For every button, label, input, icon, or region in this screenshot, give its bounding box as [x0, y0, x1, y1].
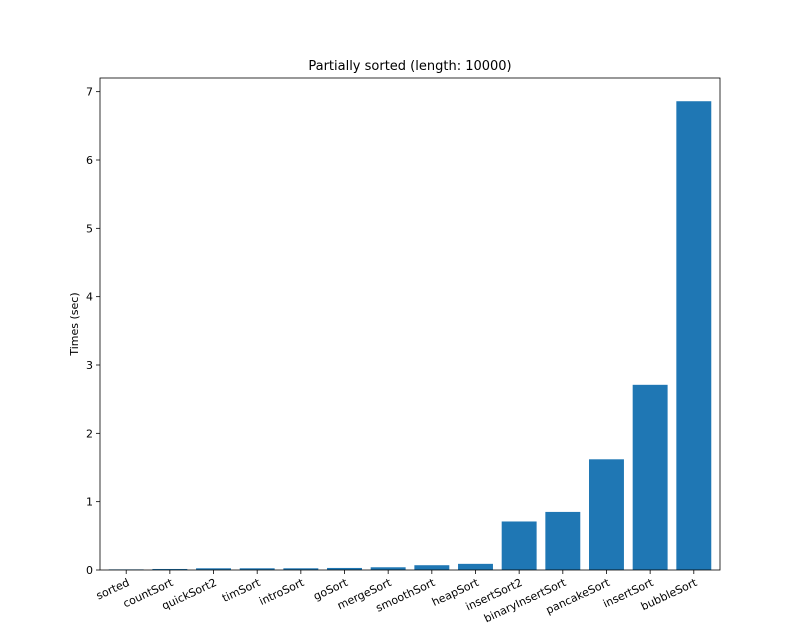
bar-pancakeSort: [589, 459, 624, 570]
y-tick-label: 6: [86, 154, 93, 167]
bar-insertSort: [632, 384, 668, 570]
y-tick-label: 1: [86, 496, 93, 509]
bar-countSort: [152, 568, 188, 570]
bar-insertSort2: [501, 521, 537, 570]
bar-smoothSort: [414, 565, 450, 570]
y-tick-label: 0: [86, 564, 93, 577]
y-axis-ticks: 0 1 2 3 4 5 6 7: [86, 86, 100, 577]
bar-binaryInsertSort: [545, 511, 581, 570]
bar-goSort: [327, 567, 362, 570]
bar-quickSort2: [196, 568, 231, 570]
bar-mergeSort: [370, 567, 406, 570]
bar-bubbleSort: [676, 101, 712, 570]
bar-timSort: [239, 568, 275, 570]
bar-heapSort: [458, 563, 493, 570]
y-tick-label: 4: [86, 291, 93, 304]
y-tick-label: 5: [86, 222, 93, 235]
plot-area-frame: [99, 77, 721, 571]
y-tick-label: 7: [86, 86, 93, 99]
y-tick-label: 2: [86, 427, 93, 440]
y-axis-label: Times (sec): [68, 292, 81, 356]
chart-title: Partially sorted (length: 10000): [308, 59, 511, 74]
bar-introSort: [283, 568, 319, 570]
bars-group: [108, 101, 712, 570]
y-tick-label: 3: [86, 359, 93, 372]
